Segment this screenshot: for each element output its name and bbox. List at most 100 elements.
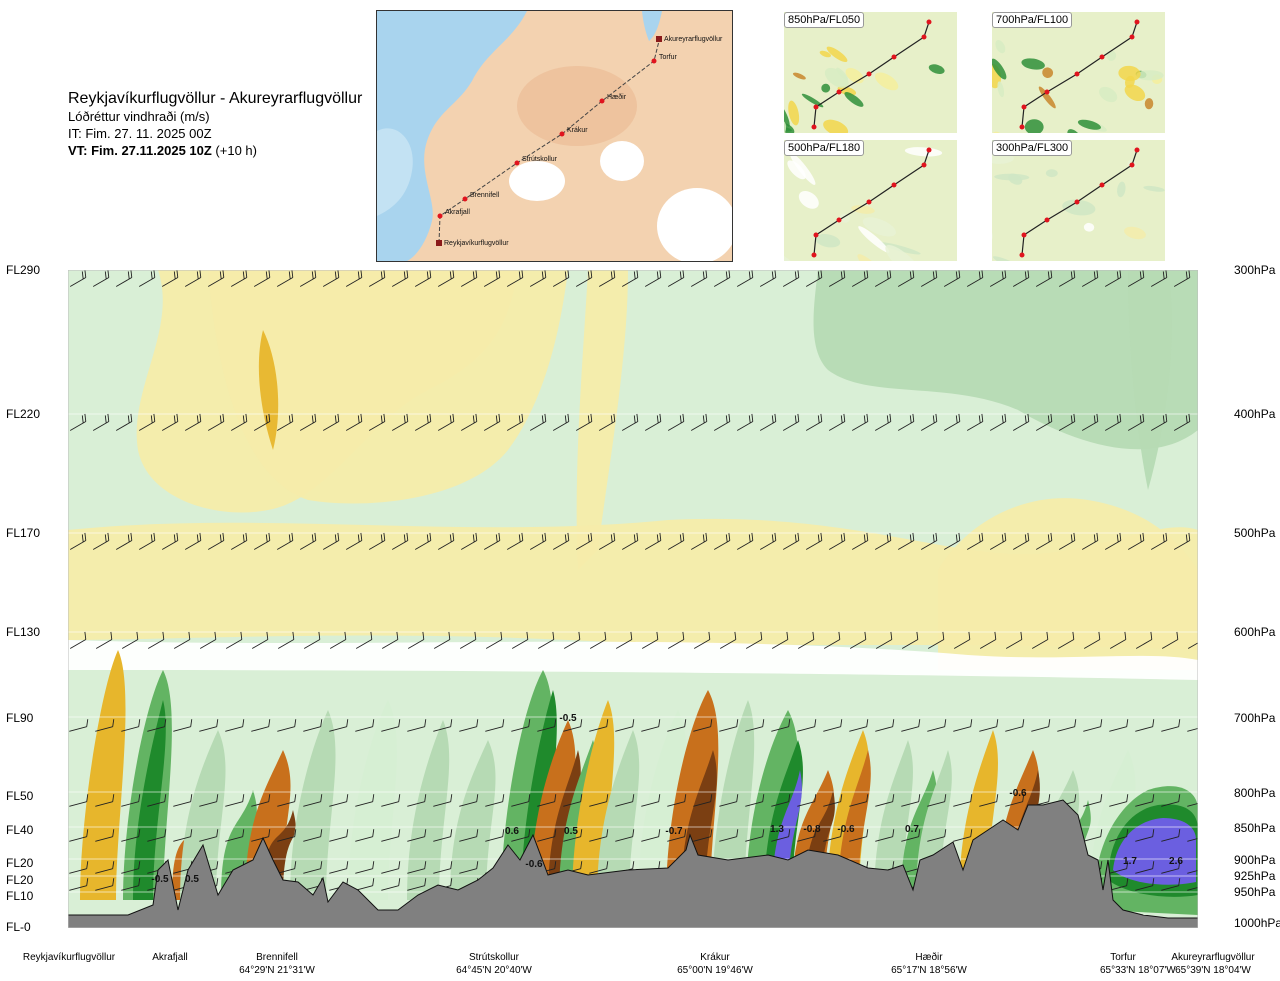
barb-feather <box>476 719 479 727</box>
barb-shaft <box>225 639 243 649</box>
barb-feather <box>346 829 349 837</box>
thumb-texture <box>821 83 831 93</box>
barb-shaft <box>615 726 633 732</box>
wind-barb <box>621 532 639 550</box>
thumb-texture <box>819 50 831 58</box>
thumb-300[interactable]: 300hPa/FL300 <box>992 140 1165 261</box>
wind-barb <box>851 532 869 550</box>
barb-shaft <box>407 836 425 842</box>
barb-shaft <box>1173 277 1191 287</box>
barb-feather <box>320 861 323 869</box>
wind-barb <box>355 719 375 732</box>
wind-barb <box>849 719 869 732</box>
barb-feather <box>736 794 739 802</box>
thumb-500[interactable]: 500hPa/FL180 <box>784 140 957 261</box>
terrain <box>68 799 1198 928</box>
barb-feather <box>86 794 89 802</box>
barb-feather <box>498 413 501 422</box>
barb-feather <box>866 413 869 422</box>
barb-feather <box>372 861 375 869</box>
wind-barb <box>667 532 685 550</box>
wind-barb <box>989 532 1007 550</box>
barb-feather <box>840 829 843 837</box>
barb-feather <box>130 413 133 422</box>
cross-section-plot[interactable]: -0.5 -0.5 0.5 0.6 0.5 -0.6 -0.7 1.3 -0.8 -0.6 0.7 -… <box>68 270 1198 928</box>
wind-barb <box>459 829 479 842</box>
wind-barb <box>230 270 248 287</box>
map-point-marker <box>559 131 565 137</box>
wind-barb <box>95 878 115 891</box>
barb-shaft <box>901 639 919 649</box>
wind-barb <box>745 631 763 649</box>
barb-feather <box>360 532 363 541</box>
barb-feather <box>679 534 682 543</box>
barb-shaft <box>719 836 737 842</box>
wind-barb <box>121 829 141 842</box>
barb-feather <box>130 270 133 278</box>
barb-feather <box>112 719 115 727</box>
field-band <box>813 270 1198 450</box>
barb-shaft <box>693 726 711 732</box>
barb-shaft <box>407 639 425 649</box>
wind-barb <box>485 829 505 842</box>
barb-shaft <box>849 726 867 732</box>
wind-barb <box>667 719 687 732</box>
barb-shaft <box>1057 639 1075 649</box>
barb-shaft <box>745 836 763 842</box>
barb-feather <box>840 794 843 802</box>
station-0: Reykjavíkurflugvöllur <box>14 951 124 964</box>
barb-feather <box>334 534 337 543</box>
map-point-marker <box>651 58 657 64</box>
barb-shaft <box>69 836 87 842</box>
wind-barb <box>1035 532 1053 550</box>
barb-feather <box>1024 271 1027 280</box>
barb-feather <box>554 861 557 869</box>
wind-barb <box>459 719 479 732</box>
barb-shaft <box>641 639 659 649</box>
wind-barb <box>875 631 893 649</box>
barb-feather <box>909 415 912 424</box>
barb-shaft <box>897 277 915 287</box>
barb-shaft <box>771 836 789 842</box>
draft-stripe <box>290 710 336 900</box>
barb-shaft <box>121 639 139 649</box>
wind-barb <box>95 631 113 649</box>
barb-feather <box>702 534 705 543</box>
wind-barb <box>251 829 271 842</box>
station-2: Brennifell 64°29'N 21°31'W <box>232 951 322 977</box>
barb-feather <box>190 794 193 802</box>
wind-barb <box>563 829 583 842</box>
barb-feather <box>216 829 219 837</box>
barb-shaft <box>329 868 347 874</box>
thumb-texture <box>837 86 857 96</box>
wind-barb <box>173 631 191 649</box>
value-annotation: 0.6 <box>505 826 519 837</box>
barb-feather <box>554 794 557 802</box>
thumb-texture <box>851 205 875 214</box>
barb-feather <box>104 415 107 424</box>
wind-barb <box>1057 719 1077 732</box>
barb-feather <box>372 719 375 727</box>
wind-barb <box>69 270 87 287</box>
barb-shaft <box>69 801 87 807</box>
barb-shaft <box>529 421 547 431</box>
thumb-850[interactable]: 850hPa/FL050 <box>784 12 957 133</box>
barb-feather <box>1093 271 1096 280</box>
barb-shaft <box>414 421 432 431</box>
barb-shaft <box>745 639 763 649</box>
wind-barb <box>1135 829 1155 842</box>
thumb-texture <box>844 92 864 107</box>
draft-stripe <box>450 740 496 900</box>
wind-barb <box>251 631 269 649</box>
barb-feather <box>932 271 935 280</box>
map-point-marker <box>599 98 605 104</box>
barb-feather <box>346 794 349 802</box>
overview-map[interactable]: Akureyrarflugvöllur Torfur Hæðir Krákur Strú… <box>376 10 733 262</box>
barb-feather <box>1185 534 1188 543</box>
barb-shaft <box>537 726 555 732</box>
thumb-700[interactable]: 700hPa/FL100 <box>992 12 1165 133</box>
barb-feather <box>705 532 708 541</box>
barb-feather <box>214 631 217 640</box>
barb-shaft <box>355 726 373 732</box>
wind-barb <box>161 413 179 431</box>
